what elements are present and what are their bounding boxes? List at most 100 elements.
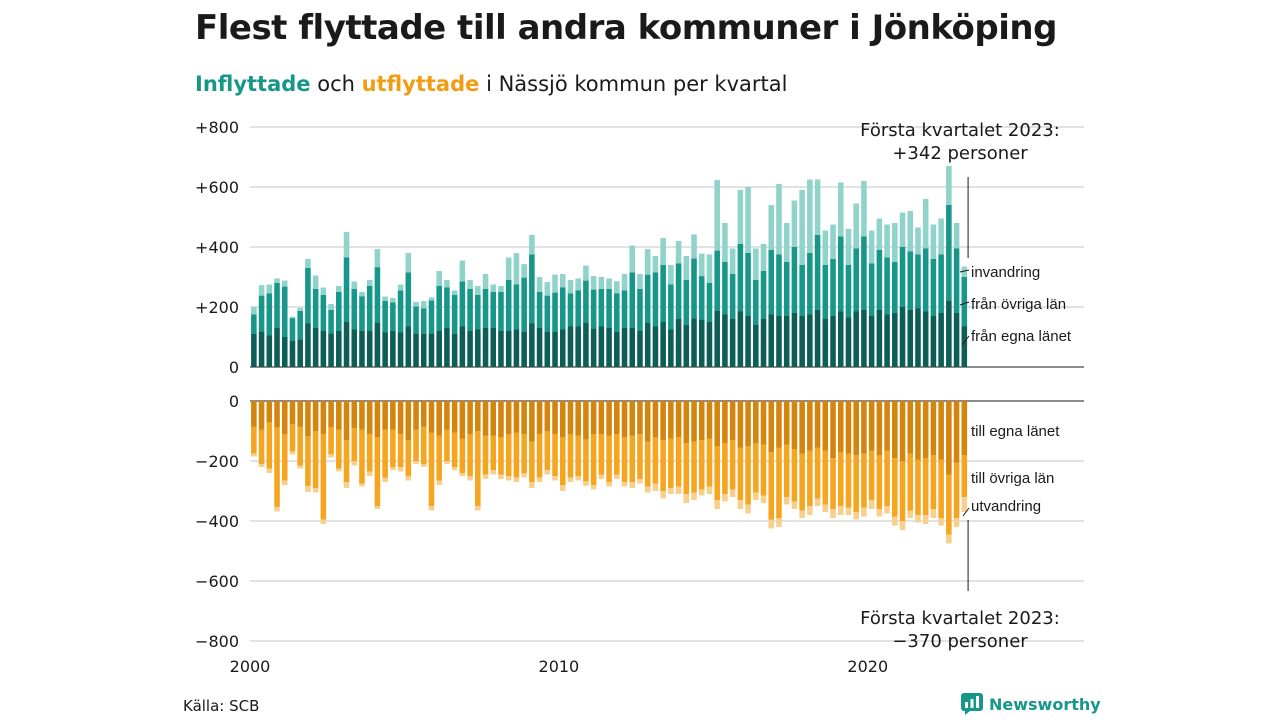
- bar-segment-out: [637, 401, 643, 434]
- bar-segment-out: [336, 468, 342, 472]
- bar-segment-out: [274, 401, 280, 428]
- bar-segment-in: [953, 313, 960, 367]
- bar-segment-in: [521, 331, 527, 367]
- y-tick-label-bottom: −600: [195, 572, 239, 591]
- bar-segment-in: [737, 244, 744, 312]
- bar-segment-in: [760, 319, 767, 367]
- bar-segment-out: [559, 485, 566, 491]
- bar-segment-in: [251, 314, 257, 334]
- y-tick-label-bottom: −200: [195, 452, 239, 471]
- subtitle-outflow: utflyttade: [361, 72, 480, 96]
- bar-segment-out: [320, 401, 327, 434]
- bar-segment-in: [467, 289, 473, 331]
- segment-leader: [962, 507, 970, 517]
- bar-segment-out: [281, 401, 288, 434]
- bar-segment-in: [737, 311, 744, 367]
- bar-segment-in: [683, 325, 690, 367]
- bar-segment-in: [459, 260, 466, 282]
- bar-segment-in: [374, 249, 381, 268]
- bar-segment-in: [629, 245, 636, 273]
- bar-segment-out: [405, 401, 412, 440]
- bar-segment-in: [359, 331, 365, 367]
- bar-segment-out: [606, 435, 612, 482]
- bar-segment-in: [884, 314, 890, 367]
- bar-segment-out: [683, 443, 690, 494]
- bar-segment-in: [444, 328, 450, 367]
- bar-segment-out: [753, 443, 759, 493]
- bar-segment-in: [336, 286, 342, 292]
- bar-segment-in: [482, 328, 489, 367]
- bar-segment-in: [590, 276, 597, 290]
- bar-segment-in: [892, 262, 898, 313]
- bar-segment-out: [892, 516, 898, 526]
- bar-segment-in: [837, 182, 844, 237]
- bar-segment-in: [498, 292, 504, 331]
- bar-segment-in: [961, 266, 968, 277]
- bar-segment-in: [791, 247, 798, 313]
- bar-segment-out: [644, 486, 651, 493]
- bar-segment-in: [907, 211, 914, 252]
- bar-segment-in: [567, 280, 574, 294]
- bar-segment-in: [760, 271, 767, 319]
- bar-segment-in: [814, 235, 821, 310]
- y-tick-label-top: +600: [195, 178, 239, 197]
- bar-segment-in: [614, 331, 620, 367]
- bar-segment-in: [475, 329, 481, 367]
- bar-segment-in: [706, 254, 713, 283]
- bar-segment-out: [451, 401, 458, 433]
- bar-segment-out: [382, 477, 388, 482]
- bar-segment-in: [382, 296, 388, 301]
- bar-segment-out: [536, 401, 543, 434]
- bar-segment-out: [930, 455, 937, 509]
- y-tick-label-top: +400: [195, 238, 239, 257]
- bar-segment-in: [529, 254, 535, 324]
- bar-segment-out: [614, 434, 620, 475]
- bar-segment-out: [745, 504, 751, 514]
- bar-segment-in: [606, 278, 612, 289]
- bar-segment-in: [629, 272, 636, 328]
- bar-segment-out: [382, 429, 388, 478]
- bar-segment-out: [714, 401, 720, 446]
- bar-segment-in: [745, 187, 751, 253]
- bar-segment-in: [413, 301, 419, 307]
- bar-segment-out: [297, 426, 303, 466]
- bar-segment-out: [258, 464, 265, 467]
- bar-segment-in: [405, 326, 412, 367]
- bar-segment-in: [822, 265, 829, 319]
- bar-segment-out: [899, 521, 906, 530]
- bar-segment-in: [845, 317, 852, 367]
- bar-segment-in: [637, 289, 643, 331]
- bar-segment-in: [899, 212, 906, 247]
- bar-segment-out: [521, 473, 527, 478]
- bar-segment-out: [884, 401, 890, 451]
- bar-segment-in: [922, 248, 929, 312]
- bar-segment-in: [660, 322, 666, 367]
- bar-segment-out: [922, 515, 929, 524]
- bar-segment-in: [714, 250, 720, 311]
- bar-segment-out: [953, 518, 960, 527]
- bar-segment-out: [768, 519, 775, 529]
- bar-segment-in: [297, 339, 303, 367]
- bar-segment-out: [444, 401, 450, 430]
- bar-segment-in: [297, 310, 303, 340]
- bar-segment-in: [274, 328, 280, 367]
- bar-segment-in: [753, 280, 759, 325]
- bar-segment-in: [768, 314, 775, 367]
- bar-segment-out: [907, 401, 914, 454]
- bar-segment-in: [343, 232, 350, 258]
- bar-segment-out: [397, 467, 404, 472]
- bar-segment-out: [861, 453, 867, 508]
- bar-segment-out: [305, 436, 311, 486]
- bar-segment-out: [668, 401, 674, 439]
- bar-segment-out: [714, 500, 720, 509]
- bar-segment-in: [343, 322, 350, 367]
- bar-segment-out: [753, 492, 759, 500]
- bar-segment-in: [467, 280, 473, 289]
- bar-segment-out: [374, 506, 381, 509]
- bar-segment-out: [652, 437, 659, 484]
- bar-segment-out: [312, 431, 319, 488]
- bar-segment-in: [559, 274, 566, 288]
- bar-segment-out: [953, 462, 960, 518]
- bar-segment-in: [637, 274, 643, 289]
- bar-segment-in: [691, 234, 697, 259]
